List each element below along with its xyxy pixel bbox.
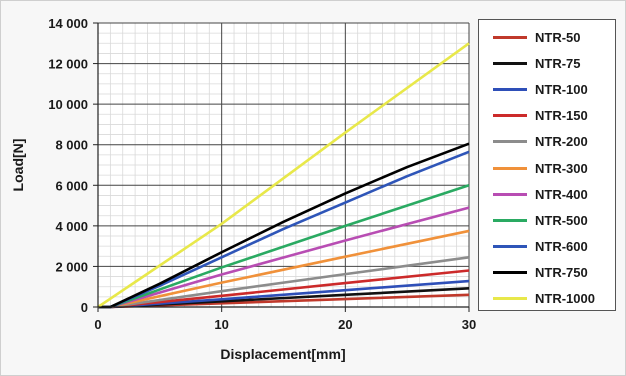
legend-swatch bbox=[493, 166, 527, 170]
legend-label: NTR-50 bbox=[535, 29, 581, 45]
legend-swatch bbox=[493, 218, 527, 222]
axes bbox=[93, 22, 470, 312]
y-tick-label: 4 000 bbox=[55, 219, 88, 234]
legend-label: NTR-75 bbox=[535, 55, 581, 71]
major-grid bbox=[98, 22, 470, 307]
legend-item: NTR-50 bbox=[479, 24, 615, 50]
legend-label: NTR-200 bbox=[535, 134, 588, 150]
y-tick-label: 0 bbox=[81, 300, 88, 315]
legend-swatch bbox=[493, 271, 527, 275]
legend-label: NTR-400 bbox=[535, 186, 588, 202]
y-tick-label: 10 000 bbox=[48, 97, 88, 112]
x-tick-label: 0 bbox=[94, 317, 101, 332]
legend-item: NTR-150 bbox=[479, 103, 615, 129]
legend-label: NTR-600 bbox=[535, 239, 588, 255]
legend-item: NTR-200 bbox=[479, 129, 615, 155]
y-tick-label: 12 000 bbox=[48, 57, 88, 72]
legend-swatch bbox=[493, 61, 527, 65]
legend-label: NTR-1000 bbox=[535, 291, 595, 307]
y-tick-labels: 0 2 000 4 000 6 000 8 000 10 000 12 000 14 000 bbox=[48, 16, 88, 315]
legend-item: NTR-1000 bbox=[479, 286, 615, 312]
y-axis-label: Load[N] bbox=[10, 139, 26, 192]
legend-swatch bbox=[493, 192, 527, 196]
legend-label: NTR-500 bbox=[535, 212, 588, 228]
legend-item: NTR-300 bbox=[479, 155, 615, 181]
legend-label: NTR-100 bbox=[535, 81, 588, 97]
legend-item: NTR-600 bbox=[479, 234, 615, 260]
legend-swatch bbox=[493, 114, 527, 118]
legend-swatch bbox=[493, 245, 527, 249]
legend: NTR-50 NTR-75 NTR-100 NTR-150 NTR-200 NTR-300… bbox=[478, 19, 616, 311]
legend-item: NTR-750 bbox=[479, 260, 615, 286]
legend-item: NTR-75 bbox=[479, 50, 615, 76]
series-line-ntr-1000 bbox=[97, 42, 470, 309]
legend-item: NTR-100 bbox=[479, 76, 615, 102]
legend-label: NTR-150 bbox=[535, 108, 588, 124]
legend-label: NTR-750 bbox=[535, 265, 588, 281]
legend-item: NTR-500 bbox=[479, 207, 615, 233]
legend-swatch bbox=[493, 297, 527, 301]
y-tick-label: 2 000 bbox=[55, 259, 88, 274]
series-line-ntr-750 bbox=[98, 142, 470, 309]
x-axis-label: Displacement[mm] bbox=[220, 346, 345, 362]
legend-label: NTR-300 bbox=[535, 160, 588, 176]
y-tick-label: 14 000 bbox=[48, 16, 88, 31]
legend-swatch bbox=[493, 140, 527, 144]
x-tick-label: 30 bbox=[462, 317, 476, 332]
legend-swatch bbox=[493, 87, 527, 91]
x-tick-label: 20 bbox=[338, 317, 352, 332]
y-tick-label: 6 000 bbox=[55, 178, 88, 193]
legend-item: NTR-400 bbox=[479, 181, 615, 207]
x-tick-labels: 0 10 20 30 bbox=[94, 317, 476, 332]
legend-swatch bbox=[493, 35, 527, 39]
y-tick-label: 8 000 bbox=[55, 138, 88, 153]
x-tick-label: 10 bbox=[214, 317, 228, 332]
